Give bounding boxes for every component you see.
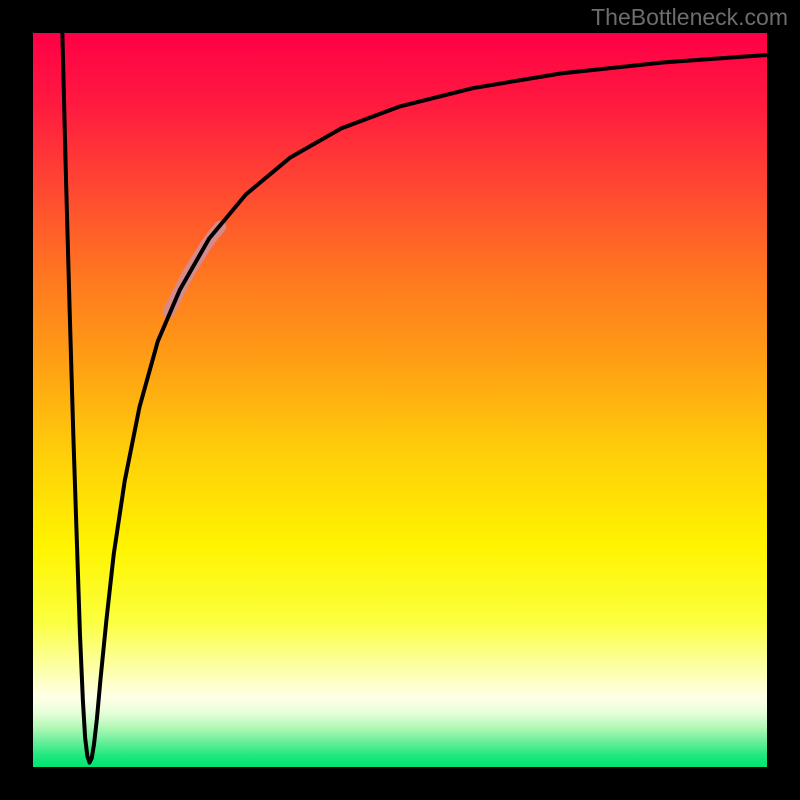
chart-svg — [0, 0, 800, 800]
watermark-text: TheBottleneck.com — [591, 4, 788, 31]
bottleneck-chart: TheBottleneck.com — [0, 0, 800, 800]
